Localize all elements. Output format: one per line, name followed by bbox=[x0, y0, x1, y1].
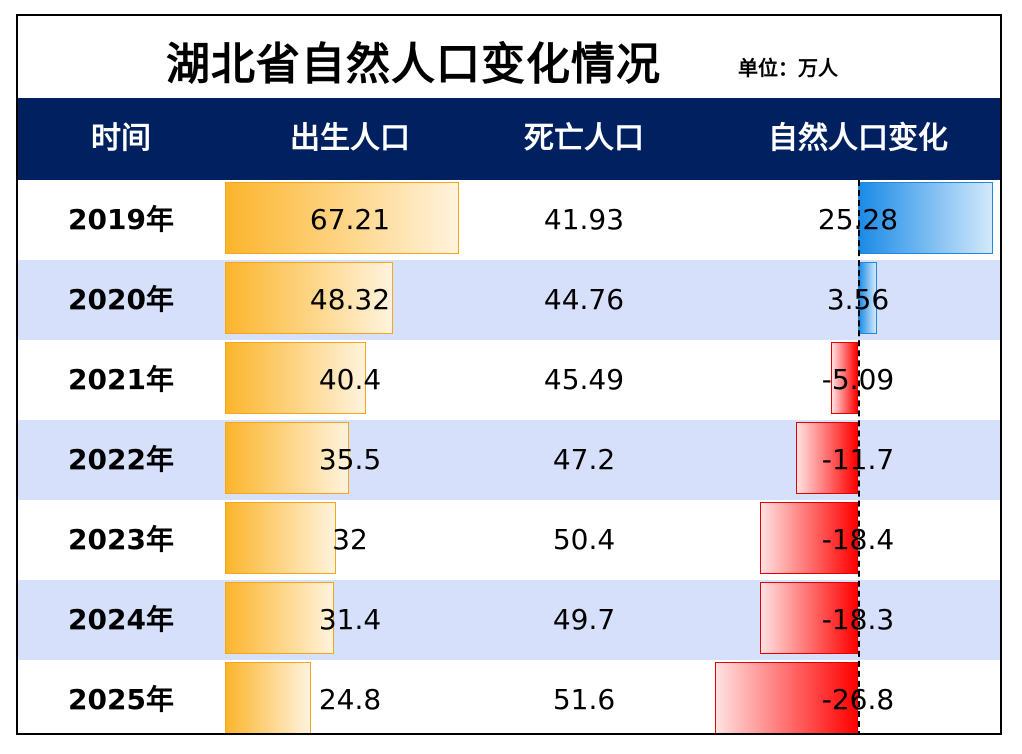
death-value: 51.6 bbox=[552, 683, 616, 716]
birth-value: 67.21 bbox=[309, 203, 391, 236]
table-row: 2020年 48.32 44.76 3.56 bbox=[18, 260, 1000, 340]
natural-change-value: -5.09 bbox=[821, 363, 895, 396]
row-year: 2021年 bbox=[68, 363, 174, 396]
natural-change-value: -18.4 bbox=[821, 523, 895, 556]
natural-change-negative-bar bbox=[759, 502, 858, 574]
unit-label: 单位：万人 bbox=[738, 56, 838, 80]
table-row: 2024年 31.4 49.7 -18.3 bbox=[18, 580, 1000, 660]
table-frame: 湖北省自然人口变化情况 单位：万人 时间 出生人口 死亡人口 自然人口变化 20… bbox=[16, 14, 1002, 735]
row-year: 2025年 bbox=[68, 683, 174, 716]
header-natural-change: 自然人口变化 bbox=[768, 121, 948, 156]
death-value: 41.93 bbox=[543, 203, 625, 236]
birth-data-bar bbox=[225, 502, 337, 574]
birth-data-bar bbox=[225, 182, 459, 254]
natural-change-positive-bar bbox=[858, 182, 993, 254]
birth-data-bar bbox=[225, 582, 335, 654]
birth-value: 32 bbox=[332, 523, 368, 556]
table-body: 2019年 67.21 41.93 25.28 2020年 48.32 44.76 3.56 2… bbox=[18, 180, 1000, 733]
death-value: 50.4 bbox=[552, 523, 616, 556]
zero-axis-line bbox=[858, 180, 860, 733]
title-row: 湖北省自然人口变化情况 单位：万人 bbox=[18, 16, 1000, 98]
birth-data-bar bbox=[225, 662, 312, 733]
table-row: 2021年 40.4 45.49 -5.09 bbox=[18, 340, 1000, 420]
natural-change-value: -26.8 bbox=[821, 683, 895, 716]
natural-change-negative-bar bbox=[760, 582, 858, 654]
row-year: 2022年 bbox=[68, 443, 174, 476]
death-value: 44.76 bbox=[543, 283, 625, 316]
table-row: 2022年 35.5 47.2 -11.7 bbox=[18, 420, 1000, 500]
table-header: 时间 出生人口 死亡人口 自然人口变化 bbox=[18, 98, 1000, 180]
natural-change-negative-bar bbox=[830, 342, 858, 414]
birth-value: 24.8 bbox=[318, 683, 382, 716]
birth-data-bar bbox=[225, 262, 394, 334]
table-row: 2019年 67.21 41.93 25.28 bbox=[18, 180, 1000, 260]
birth-value: 31.4 bbox=[318, 603, 382, 636]
birth-data-bar bbox=[225, 342, 366, 414]
birth-value: 40.4 bbox=[318, 363, 382, 396]
natural-change-negative-bar bbox=[715, 662, 858, 733]
row-year: 2019年 bbox=[68, 203, 174, 236]
birth-data-bar bbox=[225, 422, 349, 494]
birth-value: 48.32 bbox=[309, 283, 391, 316]
natural-change-negative-bar bbox=[795, 422, 858, 494]
page-title: 湖北省自然人口变化情况 bbox=[166, 39, 661, 90]
death-value: 47.2 bbox=[552, 443, 616, 476]
death-value: 49.7 bbox=[552, 603, 616, 636]
natural-change-value: 25.28 bbox=[817, 203, 899, 236]
death-value: 45.49 bbox=[543, 363, 625, 396]
row-year: 2024年 bbox=[68, 603, 174, 636]
header-births: 出生人口 bbox=[290, 121, 410, 156]
header-deaths: 死亡人口 bbox=[524, 121, 644, 156]
row-year: 2023年 bbox=[68, 523, 174, 556]
natural-change-value: -11.7 bbox=[821, 443, 895, 476]
birth-value: 35.5 bbox=[318, 443, 382, 476]
natural-change-value: -18.3 bbox=[821, 603, 895, 636]
table-row: 2025年 24.8 51.6 -26.8 bbox=[18, 660, 1000, 733]
header-time: 时间 bbox=[91, 121, 151, 156]
row-year: 2020年 bbox=[68, 283, 174, 316]
table-row: 2023年 32 50.4 -18.4 bbox=[18, 500, 1000, 580]
